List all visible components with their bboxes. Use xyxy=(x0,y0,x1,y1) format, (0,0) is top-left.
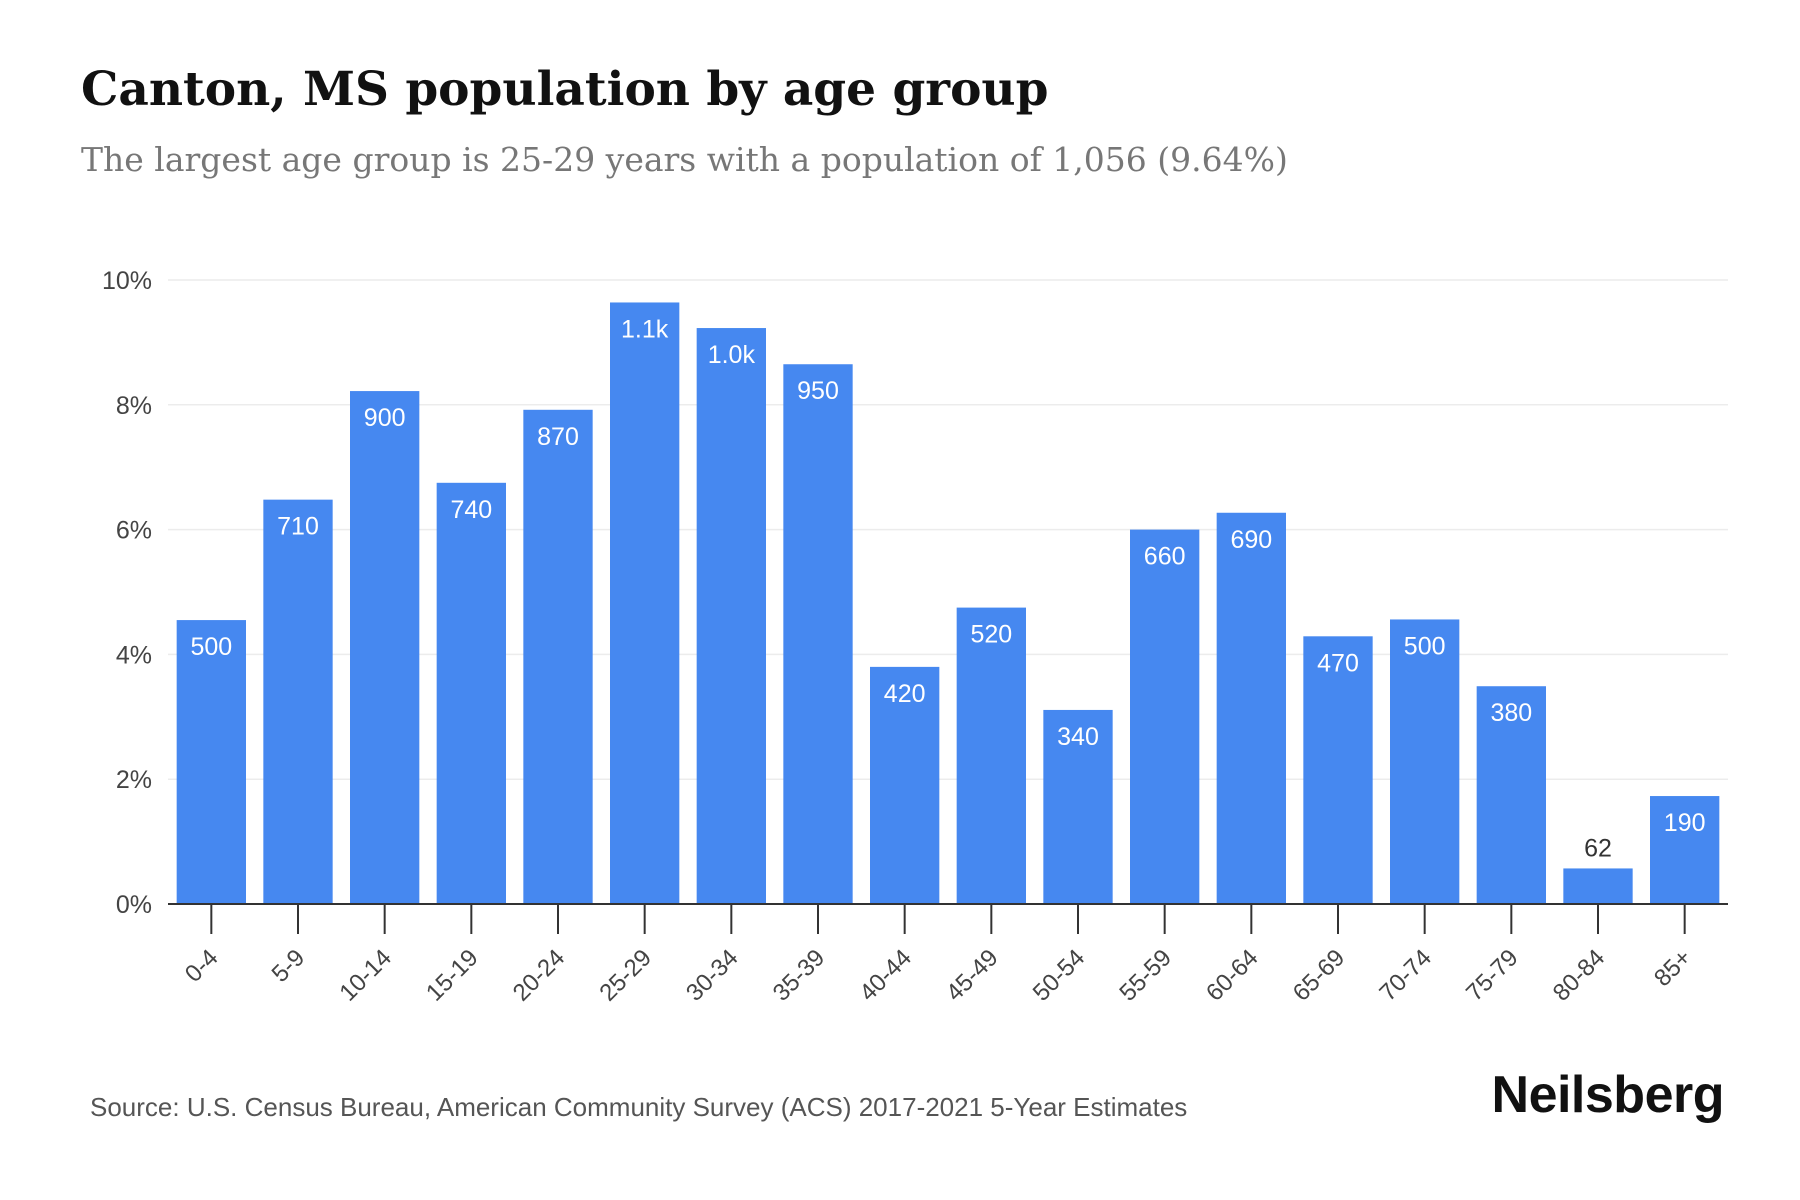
grid-lines xyxy=(168,279,1728,780)
y-tick-label: 4% xyxy=(116,641,152,669)
x-tick-label: 10-14 xyxy=(334,944,397,1007)
bar xyxy=(1216,512,1286,904)
data-label: 500 xyxy=(1404,632,1446,660)
x-tick-label: 80-84 xyxy=(1548,944,1611,1007)
data-label: 1.1k xyxy=(621,315,669,343)
bar xyxy=(1130,529,1200,904)
bar xyxy=(1563,868,1633,904)
data-label: 62 xyxy=(1584,834,1612,862)
y-axis: 0% 2% 4% 6% 8% 10% xyxy=(102,267,152,919)
data-label: 1.0k xyxy=(708,341,756,369)
bars: 500 710 900 740 870 1.1k 1.0k 950 420 520 340 660 69… xyxy=(176,302,1720,905)
chart-title: Canton, MS population by age group xyxy=(81,62,1049,117)
data-label: 690 xyxy=(1230,526,1272,554)
x-tick-label: 15-19 xyxy=(421,944,484,1007)
x-tick-label: 65-69 xyxy=(1288,944,1351,1007)
bar xyxy=(1390,619,1460,904)
data-label: 190 xyxy=(1664,809,1706,837)
y-tick-label: 6% xyxy=(116,517,152,545)
data-label: 470 xyxy=(1317,649,1359,677)
bar xyxy=(696,328,766,905)
bar xyxy=(870,666,940,904)
data-label: 950 xyxy=(797,377,839,405)
bar-chart: 0% 2% 4% 6% 8% 10% 500 710 900 740 870 1.1k 1.0k 950… xyxy=(102,267,1728,1007)
x-tick-label: 55-59 xyxy=(1114,944,1177,1007)
brand-logo: Neilsberg xyxy=(1491,1066,1725,1124)
x-tick-label: 20-24 xyxy=(508,944,571,1007)
bar xyxy=(176,620,246,904)
chart-subtitle: The largest age group is 25-29 years wit… xyxy=(81,140,1288,179)
bar xyxy=(956,607,1026,904)
x-tick-label: 50-54 xyxy=(1028,944,1091,1007)
x-tick-label: 0-4 xyxy=(180,944,224,988)
bar xyxy=(523,409,593,904)
bar xyxy=(350,391,420,904)
data-label: 520 xyxy=(970,621,1012,649)
data-label: 710 xyxy=(277,513,319,541)
data-label: 340 xyxy=(1057,723,1099,751)
x-tick-label: 30-34 xyxy=(681,944,744,1007)
x-tick-label: 70-74 xyxy=(1374,944,1437,1007)
x-tick-label: 5-9 xyxy=(267,944,311,988)
bar xyxy=(1476,686,1546,904)
y-tick-label: 10% xyxy=(102,267,152,295)
bar xyxy=(436,482,506,904)
bar xyxy=(263,499,333,904)
x-tick-label: 40-44 xyxy=(854,944,917,1007)
x-tick-label: 25-29 xyxy=(594,944,657,1007)
bar xyxy=(610,302,680,904)
y-tick-label: 0% xyxy=(116,891,152,919)
bar xyxy=(1043,709,1113,904)
x-tick-label: 85+ xyxy=(1649,944,1697,992)
data-label: 870 xyxy=(537,423,579,451)
data-label: 420 xyxy=(884,680,926,708)
data-label: 660 xyxy=(1144,543,1186,571)
y-tick-label: 2% xyxy=(116,766,152,794)
x-tick-label: 60-64 xyxy=(1201,944,1264,1007)
x-tick-label: 45-49 xyxy=(941,944,1004,1007)
y-tick-label: 8% xyxy=(116,392,152,420)
data-label: 380 xyxy=(1490,699,1532,727)
data-label: 500 xyxy=(190,633,232,661)
bar xyxy=(1303,636,1373,904)
bar xyxy=(783,364,853,904)
source-note: Source: U.S. Census Bureau, American Com… xyxy=(90,1092,1188,1122)
x-axis: 0-4 5-9 10-14 15-19 20-24 25-29 30-34 35-39 40-4… xyxy=(168,903,1728,1007)
bar xyxy=(1650,796,1720,904)
data-label: 900 xyxy=(364,404,406,432)
x-tick-label: 35-39 xyxy=(768,944,831,1007)
x-tick-label: 75-79 xyxy=(1461,944,1524,1007)
data-label: 740 xyxy=(450,496,492,524)
